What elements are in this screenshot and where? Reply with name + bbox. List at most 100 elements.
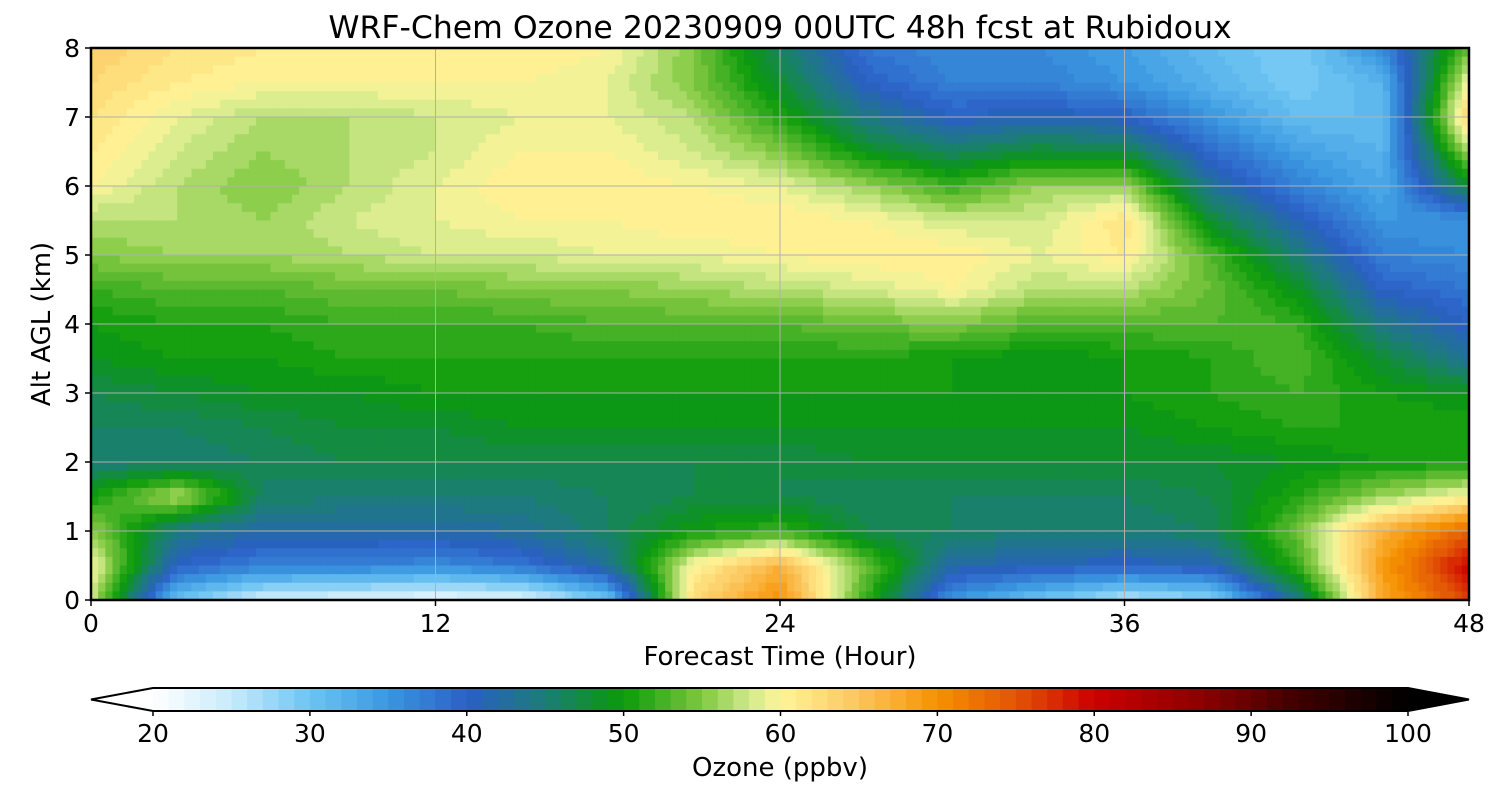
contour-cell [205, 246, 214, 256]
contour-cell [909, 246, 917, 256]
contour-cell [528, 203, 537, 213]
contour-cell [1224, 48, 1233, 58]
contour-cell [801, 220, 810, 230]
contour-cell [1382, 134, 1391, 144]
contour-cell [808, 108, 817, 118]
contour-cell [880, 211, 889, 222]
contour-cell [909, 117, 917, 127]
contour-cell [1368, 194, 1377, 204]
contour-cell [535, 186, 544, 196]
contour-cell [363, 263, 372, 273]
contour-cell [858, 151, 867, 161]
contour-cell [270, 263, 279, 273]
contour-cell [1102, 263, 1111, 273]
contour-cell [98, 211, 106, 222]
contour-cell [220, 186, 228, 196]
contour-cell [1002, 125, 1011, 135]
contour-cell [995, 246, 1004, 256]
contour-cell [413, 203, 422, 213]
contour-cell [1253, 65, 1262, 75]
contour-cell [959, 56, 968, 66]
contour-cell [1390, 211, 1398, 222]
contour-cell [1318, 160, 1327, 170]
contour-cell [492, 186, 501, 196]
contour-cell [500, 108, 508, 118]
contour-cell [356, 142, 365, 153]
contour-cell [650, 194, 659, 204]
contour-cell [1346, 186, 1355, 196]
contour-cell [1031, 82, 1039, 92]
contour-cell [126, 48, 135, 58]
contour-cell [1031, 220, 1039, 230]
contour-cell [1167, 263, 1176, 273]
contour-cell [1024, 125, 1032, 135]
contour-cell [169, 177, 178, 187]
contour-cell [1203, 246, 1212, 256]
contour-cell [672, 91, 681, 101]
contour-cell [1031, 194, 1039, 204]
contour-cell [270, 117, 279, 127]
contour-cell [808, 48, 817, 58]
contour-cell [1418, 56, 1427, 66]
contour-cell [744, 134, 752, 144]
contour-cell [1311, 237, 1319, 247]
contour-cell [909, 186, 917, 196]
contour-cell [1124, 246, 1133, 256]
contour-cell [464, 82, 472, 92]
contour-cell [1382, 73, 1391, 84]
contour-cell [464, 263, 472, 273]
contour-cell [1067, 91, 1075, 101]
contour-cell [535, 177, 544, 187]
contour-cell [772, 186, 781, 196]
contour-cell [370, 186, 379, 196]
contour-cell [507, 142, 516, 153]
contour-cell [930, 125, 939, 135]
contour-cell [701, 168, 709, 178]
contour-cell [1174, 134, 1183, 144]
contour-cell [134, 108, 142, 118]
contour-cell [248, 65, 257, 75]
contour-cell [227, 255, 236, 265]
contour-cell [471, 160, 480, 170]
contour-cell [449, 91, 458, 101]
contour-cell [1325, 211, 1334, 222]
contour-cell [1411, 194, 1420, 204]
contour-cell [586, 220, 594, 230]
contour-cell [1325, 255, 1334, 265]
contour-cell [1038, 125, 1047, 135]
contour-cell [500, 220, 508, 230]
contour-cell [91, 168, 99, 178]
contour-cell [464, 246, 472, 256]
contour-cell [1282, 203, 1291, 213]
contour-cell [794, 99, 803, 109]
contour-cell [1203, 82, 1212, 92]
contour-cell [514, 203, 523, 213]
contour-cell [1081, 177, 1090, 187]
contour-cell [1303, 211, 1312, 222]
contour-cell [995, 194, 1004, 204]
contour-cell [894, 263, 903, 273]
contour-cell [406, 220, 415, 230]
contour-cell [586, 194, 594, 204]
contour-cell [1009, 186, 1018, 196]
contour-cell [1009, 203, 1018, 213]
contour-cell [1124, 48, 1133, 58]
contour-cell [528, 246, 537, 256]
contour-cell [930, 82, 939, 92]
contour-cell [930, 177, 939, 187]
contour-cell [916, 263, 925, 273]
contour-cell [614, 65, 623, 75]
contour-cell [909, 99, 917, 109]
contour-cell [1117, 177, 1126, 187]
contour-cell [1397, 237, 1406, 247]
contour-cell [830, 56, 839, 66]
contour-cell [765, 263, 774, 273]
contour-cell [1095, 91, 1104, 101]
contour-cell [91, 82, 99, 92]
contour-cell [378, 168, 386, 178]
contour-cell [636, 99, 645, 109]
contour-cell [1095, 65, 1104, 75]
contour-cell [528, 186, 537, 196]
contour-cell [966, 246, 975, 256]
contour-cell [1038, 99, 1047, 109]
